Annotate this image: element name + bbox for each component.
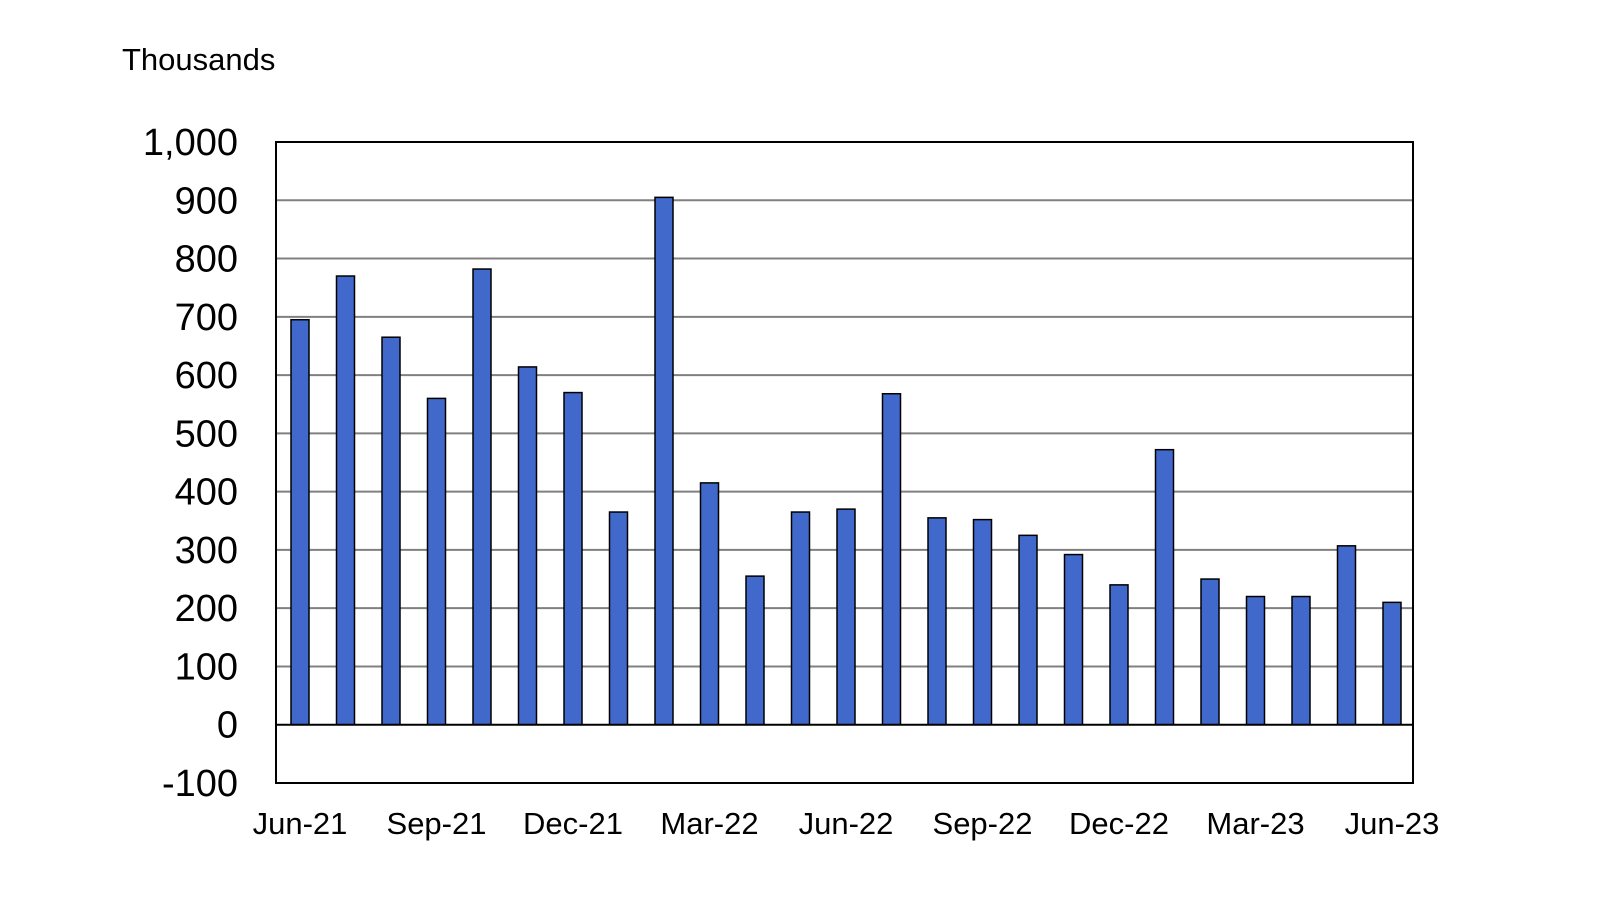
y-axis-label: Thousands bbox=[122, 42, 275, 77]
y-tick-labels: -100 0 100 200 300 400 500 600 700 800 900 1,000 bbox=[143, 122, 238, 805]
bar-mar-23 bbox=[1245, 595, 1266, 726]
x-tick-label: Jun-23 bbox=[1345, 806, 1440, 841]
bar-oct-21 bbox=[472, 268, 492, 726]
x-tick-label: Jun-22 bbox=[799, 806, 894, 841]
bar-may-22 bbox=[790, 511, 811, 726]
bar-sep-21 bbox=[426, 397, 447, 726]
y-tick-label: 600 bbox=[175, 355, 238, 397]
bar-nov-22 bbox=[1063, 553, 1084, 726]
y-tick-label: -100 bbox=[162, 763, 238, 805]
bar-jun-23 bbox=[1382, 601, 1402, 726]
bar-jul-21 bbox=[335, 275, 356, 726]
gridlines bbox=[276, 199, 1413, 668]
bar-apr-22 bbox=[745, 575, 765, 726]
bar-mar-22 bbox=[699, 482, 720, 726]
x-tick-label: Sep-21 bbox=[387, 806, 487, 841]
y-tick-label: 1,000 bbox=[143, 122, 238, 164]
bar-feb-22 bbox=[654, 196, 674, 726]
bar-feb-23 bbox=[1200, 578, 1220, 726]
x-tick-label: Dec-21 bbox=[523, 806, 623, 841]
y-tick-label: 700 bbox=[175, 297, 238, 339]
bar-sep-22 bbox=[972, 518, 993, 726]
x-tick-label: Dec-22 bbox=[1069, 806, 1169, 841]
bar-jan-23 bbox=[1154, 448, 1175, 726]
bar-nov-21 bbox=[517, 366, 538, 726]
y-tick-label: 0 bbox=[217, 705, 238, 747]
bar-jan-22 bbox=[608, 511, 629, 726]
bars bbox=[290, 196, 1402, 726]
y-tick-label: 500 bbox=[175, 413, 238, 455]
x-tick-label: Jun-21 bbox=[253, 806, 348, 841]
bar-aug-22 bbox=[927, 517, 947, 726]
bar-jun-22 bbox=[836, 508, 856, 726]
bar-jul-22 bbox=[881, 392, 902, 726]
bar-aug-21 bbox=[381, 336, 401, 726]
bar-may-23 bbox=[1336, 545, 1357, 726]
x-tick-label: Sep-22 bbox=[933, 806, 1033, 841]
bar-dec-21 bbox=[563, 391, 583, 726]
x-tick-label: Mar-22 bbox=[660, 806, 758, 841]
y-tick-label: 200 bbox=[175, 588, 238, 630]
y-tick-label: 100 bbox=[175, 646, 238, 688]
y-tick-label: 300 bbox=[175, 530, 238, 572]
bar-apr-23 bbox=[1291, 595, 1311, 726]
y-tick-label: 900 bbox=[175, 180, 238, 222]
bar-jun-21 bbox=[290, 318, 310, 726]
x-tick-label: Mar-23 bbox=[1206, 806, 1304, 841]
bar-dec-22 bbox=[1109, 584, 1129, 726]
y-tick-label: 400 bbox=[175, 472, 238, 514]
bar-oct-22 bbox=[1018, 534, 1038, 726]
x-tick-labels: Jun-21 Sep-21 Dec-21 Mar-22 Jun-22 Sep-22 Dec-… bbox=[253, 806, 1440, 841]
y-tick-label: 800 bbox=[175, 239, 238, 281]
plot-area-border bbox=[275, 141, 1414, 784]
